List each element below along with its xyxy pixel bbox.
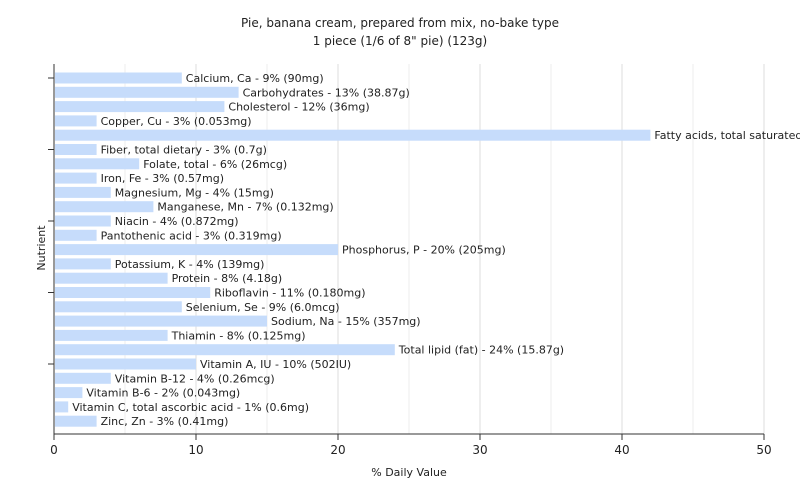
bar	[55, 201, 154, 213]
bar	[55, 358, 196, 370]
bar-label: Folate, total - 6% (26mcg)	[143, 158, 287, 171]
bar-label: Manganese, Mn - 7% (0.132mg)	[157, 201, 333, 214]
bar	[55, 315, 267, 327]
grid-lines	[124, 64, 765, 434]
bar	[55, 287, 211, 298]
bar	[55, 115, 97, 127]
bar-label: Vitamin C, total ascorbic acid - 1% (0.6…	[72, 401, 309, 414]
x-tick-label: 50	[756, 443, 771, 457]
bar-label: Calcium, Ca - 9% (90mg)	[186, 72, 324, 85]
bar	[55, 215, 111, 227]
bar	[55, 144, 97, 155]
bar	[55, 229, 97, 241]
bar-label: Pantothenic acid - 3% (0.319mg)	[101, 229, 282, 242]
x-ticks-group: 0 10 20 30 40 50	[50, 434, 772, 457]
bar	[55, 86, 239, 98]
bar	[55, 186, 111, 198]
bar	[55, 372, 111, 384]
bar-label: Copper, Cu - 3% (0.053mg)	[101, 115, 252, 128]
bar-label: Vitamin A, IU - 10% (502IU)	[200, 358, 351, 371]
bar-label: Vitamin B-6 - 2% (0.043mg)	[86, 387, 240, 400]
bar-label: Fiber, total dietary - 3% (0.7g)	[101, 144, 267, 157]
bar	[55, 272, 168, 284]
x-tick-label: 30	[472, 443, 487, 457]
bar-label: Protein - 8% (4.18g)	[172, 272, 283, 285]
bar-label: Sodium, Na - 15% (357mg)	[271, 315, 421, 328]
bar-label: Total lipid (fat) - 24% (15.87g)	[398, 344, 564, 357]
bar	[55, 329, 168, 341]
bar-label: Magnesium, Mg - 4% (15mg)	[115, 186, 274, 199]
bar	[55, 158, 140, 170]
bar-label: Potassium, K - 4% (139mg)	[115, 258, 265, 271]
bar-label: Thiamin - 8% (0.125mg)	[171, 329, 306, 342]
bar-label: Niacin - 4% (0.872mg)	[115, 215, 239, 228]
y-axis-title: Nutrient	[35, 225, 48, 271]
bar	[55, 387, 83, 399]
bar-label: Zinc, Zn - 3% (0.41mg)	[101, 415, 229, 428]
bar	[55, 401, 69, 413]
bar-label: Vitamin B-12 - 4% (0.26mcg)	[115, 372, 275, 385]
bar-label: Selenium, Se - 9% (6.0mcg)	[186, 301, 340, 314]
bar	[55, 344, 395, 356]
bar-label: Cholesterol - 12% (36mg)	[228, 101, 369, 114]
bar-label: Phosphorus, P - 20% (205mg)	[342, 244, 506, 257]
bar-label: Riboflavin - 11% (0.180mg)	[214, 287, 365, 300]
x-axis-title: % Daily Value	[371, 466, 447, 479]
axes-group	[48, 64, 764, 435]
x-tick-label: 0	[50, 443, 58, 457]
bar-label: Iron, Fe - 3% (0.57mg)	[101, 172, 224, 185]
bar	[55, 258, 111, 270]
bars-group: Calcium, Ca - 9% (90mg)Carbohydrates - 1…	[55, 72, 800, 428]
bar	[55, 72, 182, 84]
bar	[55, 301, 182, 313]
bar	[55, 101, 225, 113]
x-tick-label: 40	[614, 443, 629, 457]
bar	[55, 244, 338, 256]
bar	[55, 415, 97, 427]
chart-subtitle: 1 piece (1/6 of 8" pie) (123g)	[313, 34, 487, 48]
chart-title: Pie, banana cream, prepared from mix, no…	[241, 16, 559, 30]
x-tick-label: 20	[330, 443, 345, 457]
bar	[55, 172, 97, 184]
x-tick-label: 10	[188, 443, 203, 457]
bar-label: Carbohydrates - 13% (38.87g)	[243, 86, 410, 99]
bar-label: Fatty acids, total saturated - 42% (8.49…	[654, 129, 800, 142]
bar	[55, 129, 651, 141]
